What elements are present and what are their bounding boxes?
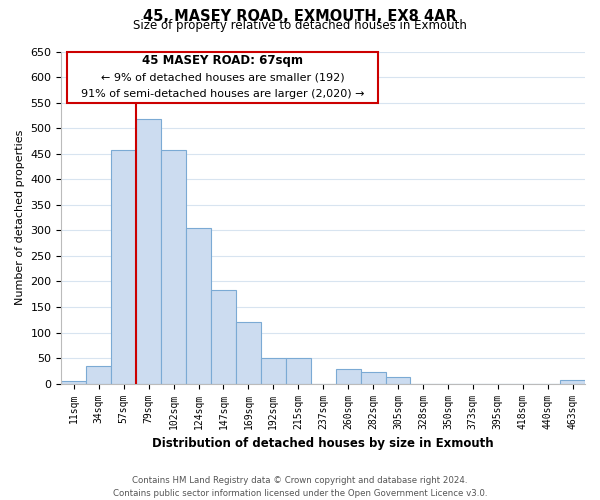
- FancyBboxPatch shape: [67, 52, 378, 103]
- X-axis label: Distribution of detached houses by size in Exmouth: Distribution of detached houses by size …: [152, 437, 494, 450]
- Text: ← 9% of detached houses are smaller (192): ← 9% of detached houses are smaller (192…: [101, 72, 344, 82]
- Text: Contains HM Land Registry data © Crown copyright and database right 2024.
Contai: Contains HM Land Registry data © Crown c…: [113, 476, 487, 498]
- Bar: [61, 381, 86, 384]
- Bar: [111, 150, 136, 384]
- Text: Size of property relative to detached houses in Exmouth: Size of property relative to detached ho…: [133, 19, 467, 32]
- Bar: [335, 370, 361, 384]
- Bar: [361, 372, 386, 384]
- Text: 45 MASEY ROAD: 67sqm: 45 MASEY ROAD: 67sqm: [142, 54, 303, 68]
- Text: 91% of semi-detached houses are larger (2,020) →: 91% of semi-detached houses are larger (…: [80, 88, 364, 99]
- Bar: [161, 150, 186, 384]
- Bar: [186, 228, 211, 384]
- Bar: [136, 120, 161, 384]
- Bar: [286, 358, 311, 384]
- Y-axis label: Number of detached properties: Number of detached properties: [15, 130, 25, 306]
- Bar: [386, 377, 410, 384]
- Text: 45, MASEY ROAD, EXMOUTH, EX8 4AR: 45, MASEY ROAD, EXMOUTH, EX8 4AR: [143, 9, 457, 24]
- Bar: [560, 380, 585, 384]
- Bar: [236, 322, 261, 384]
- Bar: [211, 290, 236, 384]
- Bar: [86, 366, 111, 384]
- Bar: [261, 358, 286, 384]
